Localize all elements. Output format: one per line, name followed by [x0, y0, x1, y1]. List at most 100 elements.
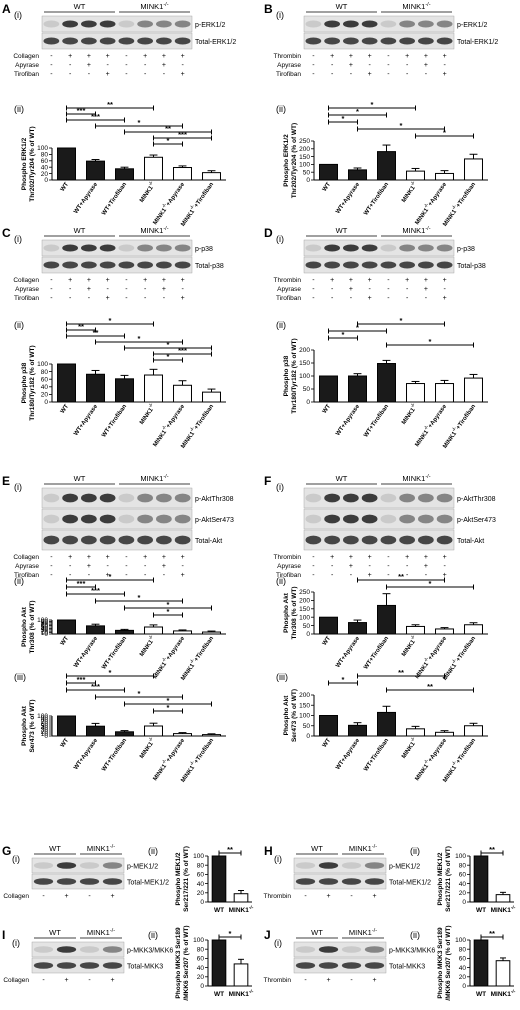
blot-band: [174, 20, 191, 28]
band-label: Total-MEK1/2: [389, 880, 431, 887]
treatment-sign: -: [125, 554, 128, 561]
blot-strip: [303, 487, 455, 509]
blot-strip: [293, 873, 387, 890]
treatment-sign: -: [181, 62, 184, 69]
treatment-sign: -: [312, 71, 315, 78]
treatment-sign: -: [106, 563, 109, 570]
category-label: WT+Tirofiban: [101, 181, 128, 216]
group-label: MINK1-/-: [349, 928, 377, 937]
y-tick-label: 60: [41, 376, 49, 383]
significance-label: *: [167, 600, 170, 609]
treatment-sign: +: [162, 286, 166, 293]
significance-label: **: [165, 124, 171, 133]
subpanel-label: (ii): [14, 320, 24, 330]
treatment-sign: -: [387, 563, 390, 570]
blot-band: [81, 514, 97, 524]
y-tick-label: 100: [193, 937, 204, 944]
y-tick-label: 10: [41, 630, 49, 637]
treatment-sign: -: [69, 572, 72, 579]
y-tick-label: 0: [44, 399, 48, 406]
treatment-label: Collagen: [13, 53, 39, 60]
blot-panel-b: B (i) WT MINK1-/- p-ERK1/2 Total-ERK1/2 Thromb…: [264, 2, 498, 78]
significance-label: *: [429, 337, 432, 346]
blot-band: [33, 878, 54, 885]
treatment-sign: +: [64, 977, 68, 984]
blot-panel-c: C (i) WT MINK1-/- p-p38 Total-p38 Collagen - + + +…: [2, 226, 224, 302]
y-tick-label: 200: [299, 692, 310, 699]
group-label: MINK1-/-: [140, 226, 168, 235]
y-tick-label: 40: [41, 164, 49, 171]
subpanel-label: (i): [12, 854, 20, 864]
treatment-label: Apyrase: [277, 563, 301, 570]
blot-band: [156, 37, 172, 45]
category-label: MINK1-/-+Apyrase: [150, 735, 186, 782]
blot-band: [361, 244, 378, 252]
category-label: WT: [60, 635, 70, 646]
significance-label: *: [229, 929, 232, 938]
significance-label: **: [93, 328, 99, 337]
panel-letter: F: [264, 474, 271, 488]
blot-band: [137, 261, 153, 269]
bar: [464, 377, 483, 403]
blot-band: [62, 261, 78, 269]
significance-label: **: [489, 845, 495, 854]
y-tick-label: 90: [41, 715, 49, 722]
treatment-sign: -: [350, 295, 353, 302]
blot-band: [436, 244, 453, 252]
treatment-sign: -: [368, 563, 371, 570]
bar: [57, 715, 76, 737]
blot-strip: [41, 15, 193, 33]
significance-label: *: [167, 703, 170, 712]
y-axis-label: Phospho Akt: [21, 606, 28, 647]
band-label: p-AktSer473: [195, 517, 234, 524]
treatment-sign: -: [42, 893, 45, 900]
group-label: WT: [311, 928, 323, 937]
treatment-sign: -: [350, 572, 353, 579]
treatment-sign: +: [68, 554, 72, 561]
blot-strip: [41, 32, 193, 50]
y-axis-label: Ser217/221 (% of WT): [183, 846, 190, 912]
y-tick-label: 80: [197, 946, 205, 953]
blot-band: [436, 493, 453, 503]
blot-band: [399, 535, 415, 545]
category-label: WT+Tirofiban: [101, 403, 128, 438]
treatment-sign: -: [125, 62, 128, 69]
group-label: MINK1-/-: [87, 928, 115, 937]
blot-band: [118, 261, 135, 269]
blot-band: [343, 493, 359, 503]
treatment-sign: +: [162, 563, 166, 570]
y-tick-label: 40: [459, 881, 467, 888]
treatment-sign: -: [331, 62, 334, 69]
subpanel-label: (i): [276, 234, 284, 244]
subpanel-label: (i): [14, 482, 22, 492]
treatment-sign: +: [110, 977, 114, 984]
y-axis-label: Phospho Akt: [283, 592, 290, 633]
blot-band: [324, 535, 340, 545]
group-label: WT: [336, 474, 348, 483]
category-label: MINK1-/-: [137, 402, 158, 426]
y-tick-label: 0: [44, 733, 48, 740]
y-tick-label: 100: [299, 373, 310, 380]
y-axis-label: Phospho ERK1/2: [21, 137, 28, 190]
treatment-sign: +: [368, 71, 372, 78]
y-tick-label: 20: [41, 171, 49, 178]
treatment-sign: +: [349, 563, 353, 570]
significance-label: **: [107, 100, 113, 109]
category-label: WT+Tirofiban: [363, 181, 390, 216]
category-label: MINK1-/-: [399, 180, 420, 204]
y-axis-label: Phospho Akt: [21, 705, 28, 746]
treatment-sign: -: [144, 286, 147, 293]
bar: [211, 939, 227, 987]
bar-chart-c-1: (ii) Phospho p38 Thr180/Tyr182 (% of WT) 02…: [14, 316, 226, 450]
y-axis-label: Phospho MKK3 Ser189: [437, 927, 444, 999]
bar: [202, 172, 221, 181]
y-tick-label: 0: [462, 899, 466, 906]
blot-band: [33, 862, 54, 869]
treatment-sign: -: [88, 893, 91, 900]
category-label: WT: [322, 403, 332, 414]
bar-chart-i-1: (ii) Phospho MKK3 Ser189/MKK6 Ser207 (% o…: [148, 925, 254, 1000]
blot-band: [81, 37, 97, 45]
blot-band: [137, 535, 153, 545]
band-label: p-AktThr308: [457, 496, 496, 503]
treatment-sign: -: [42, 977, 45, 984]
